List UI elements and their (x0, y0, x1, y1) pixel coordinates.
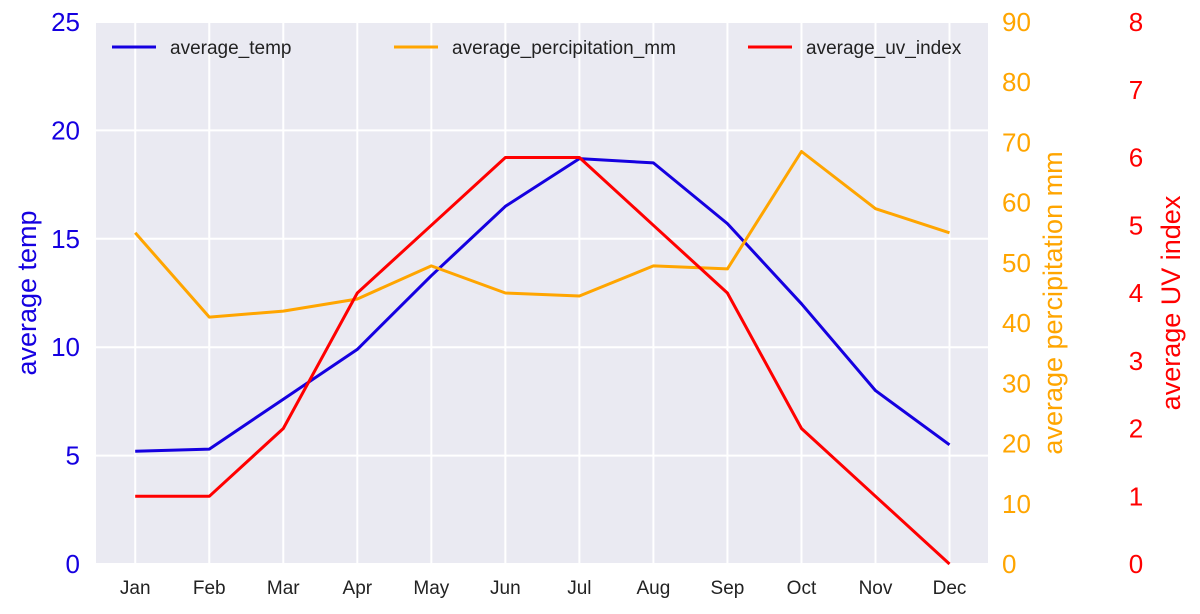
right1-tick-label: 10 (1002, 489, 1031, 519)
right2-tick-label: 0 (1129, 549, 1143, 579)
right-axis-uv: 0 1 2 3 4 5 6 7 8 (1129, 7, 1143, 579)
right2-tick-label: 8 (1129, 7, 1143, 37)
x-tick-label: Apr (343, 578, 373, 599)
series-line-average_percipitation_mm (134, 150, 950, 319)
series-line-average_uv_index (135, 156, 951, 566)
x-tick-label: Jun (490, 578, 521, 599)
legend-label-average_temp: average_temp (170, 38, 291, 59)
series-line-average_temp (135, 157, 951, 453)
legend: average_temp average_percipitation_mm aver… (112, 38, 962, 59)
right-axis-precipitation-title: average percipitation mm (1038, 151, 1068, 454)
right2-tick-label: 4 (1129, 278, 1143, 308)
right2-tick-label: 2 (1129, 414, 1143, 444)
right1-tick-label: 40 (1002, 308, 1031, 338)
x-tick-label: Feb (193, 578, 226, 599)
right1-tick-label: 70 (1002, 127, 1031, 157)
x-tick-label: May (413, 578, 449, 599)
x-axis: Jan Feb Mar Apr May Jun Jul Aug Sep Oct Nov Dec (120, 578, 966, 599)
left-tick-label: 10 (51, 332, 80, 362)
x-tick-label: Dec (933, 578, 967, 599)
left-tick-label: 20 (51, 115, 80, 145)
right-axis-uv-title: average UV index (1156, 195, 1186, 410)
series-lines (134, 150, 951, 566)
right1-tick-label: 60 (1002, 188, 1031, 218)
left-tick-label: 15 (51, 224, 80, 254)
x-tick-label: Jul (567, 578, 591, 599)
x-tick-label: Oct (787, 578, 817, 599)
left-tick-label: 0 (66, 549, 80, 579)
right1-tick-label: 50 (1002, 248, 1031, 278)
right2-tick-label: 5 (1129, 210, 1143, 240)
right-axis-precipitation: 0 10 20 30 40 50 60 70 80 90 (1002, 7, 1031, 579)
left-tick-label: 25 (51, 7, 80, 37)
right1-tick-label: 30 (1002, 368, 1031, 398)
right2-tick-label: 6 (1129, 143, 1143, 173)
x-tick-label: Sep (711, 578, 745, 599)
left-tick-label: 5 (66, 441, 80, 471)
right1-tick-label: 80 (1002, 67, 1031, 97)
right1-tick-label: 20 (1002, 429, 1031, 459)
legend-label-average_percipitation_mm: average_percipitation_mm (452, 38, 676, 59)
x-tick-label: Mar (267, 578, 300, 599)
x-tick-label: Jan (120, 578, 151, 599)
right1-tick-label: 0 (1002, 549, 1016, 579)
left-axis-title: average temp (12, 210, 42, 375)
x-tick-label: Nov (859, 578, 893, 599)
legend-label-average_uv_index: average_uv_index (806, 38, 962, 59)
x-tick-label: Aug (637, 578, 671, 599)
left-axis: 0 5 10 15 20 25 (51, 7, 80, 579)
right2-tick-label: 3 (1129, 346, 1143, 376)
right2-tick-label: 7 (1129, 75, 1143, 105)
right1-tick-label: 90 (1002, 7, 1031, 37)
right2-tick-label: 1 (1129, 481, 1143, 511)
